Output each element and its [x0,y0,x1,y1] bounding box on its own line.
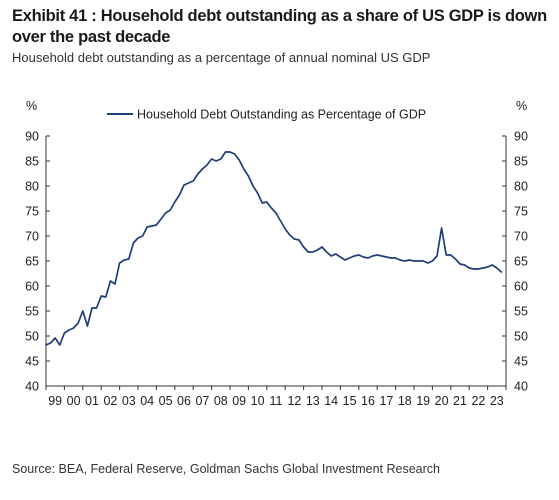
left-y-tick-label: 40 [25,380,39,394]
left-y-tick-label: 60 [25,280,39,294]
line-chart: % % Household Debt Outstanding as Percen… [25,99,528,409]
x-tick-label: 04 [140,394,154,408]
x-tick-label: 17 [379,394,393,408]
legend-label: Household Debt Outstanding as Percentage… [137,108,426,122]
x-tick-label: 23 [490,394,504,408]
x-tick-label: 01 [85,394,99,408]
x-tick-label: 16 [361,394,375,408]
left-y-tick-label: 70 [25,230,39,244]
x-tick-label: 99 [48,394,62,408]
left-y-tick-label: 65 [25,255,39,269]
x-tick-label: 18 [398,394,412,408]
right-axis-unit: % [516,99,527,113]
left-y-tick-label: 50 [25,330,39,344]
series-line-household-debt [45,151,503,346]
x-tick-label: 02 [103,394,117,408]
chart-title: Exhibit 41 : Household debt outstanding … [12,7,547,46]
left-y-tick-label: 55 [25,305,39,319]
left-y-tick-label: 80 [25,180,39,194]
left-y-tick-label: 45 [25,355,39,369]
right-y-tick-label: 70 [514,230,528,244]
x-tick-label: 03 [122,394,136,408]
x-tick-label: 12 [287,394,301,408]
x-tick-label: 08 [214,394,228,408]
right-y-tick-label: 40 [514,380,528,394]
x-tick-label: 07 [195,394,209,408]
x-tick-label: 09 [232,394,246,408]
series-group [45,151,503,346]
left-axis-unit: % [26,99,37,113]
x-tick-label: 19 [416,394,430,408]
legend: Household Debt Outstanding as Percentage… [107,108,426,122]
left-y-tick-label: 75 [25,205,39,219]
x-tick-label: 21 [453,394,467,408]
source-note: Source: BEA, Federal Reserve, Goldman Sa… [12,462,440,476]
right-y-tick-label: 60 [514,280,528,294]
right-y-tick-label: 45 [514,355,528,369]
x-tick-label: 00 [67,394,81,408]
left-y-tick-label: 90 [25,130,39,144]
right-y-tick-label: 85 [514,155,528,169]
right-y-tick-label: 80 [514,180,528,194]
left-y-tick-label: 85 [25,155,39,169]
x-tick-label: 15 [343,394,357,408]
x-tick-label: 05 [159,394,173,408]
right-y-tick-label: 75 [514,205,528,219]
x-tick-label: 20 [435,394,449,408]
x-tick-label: 10 [251,394,265,408]
x-tick-label: 22 [471,394,485,408]
right-y-tick-label: 65 [514,255,528,269]
axes: 40 40 45 45 50 50 55 55 60 60 65 65 70 70 75 75 80 80 85 85… [25,130,528,409]
chart-subtitle: Household debt outstanding as a percenta… [12,50,431,65]
right-y-tick-label: 50 [514,330,528,344]
x-tick-label: 06 [177,394,191,408]
x-tick-label: 11 [270,394,283,408]
right-y-tick-label: 55 [514,305,528,319]
x-tick-label: 13 [306,394,320,408]
x-tick-label: 14 [324,394,338,408]
right-y-tick-label: 90 [514,130,528,144]
